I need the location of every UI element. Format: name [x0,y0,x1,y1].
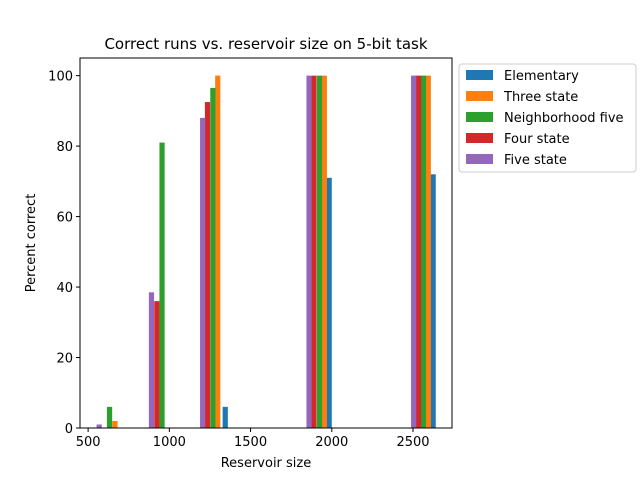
y-tick-label: 20 [56,352,73,367]
y-tick-label: 0 [65,422,73,437]
bar-four-state-1235 [204,102,211,429]
y-tick-label: 100 [48,70,73,85]
y-tick-label: 60 [56,211,73,226]
x-tick-label: 2000 [315,435,348,450]
bar-neighborhood-five-955 [159,142,165,428]
x-tick-label: 1000 [153,435,186,450]
x-axis-ticks: 500 1000 1500 2000 2500 [76,428,430,450]
bar-five-state-2504 [411,75,417,429]
x-tick-label: 500 [76,435,101,450]
y-axis-ticks: 0 20 40 60 80 100 [48,70,80,437]
plot-frame [79,57,453,429]
bar-elementary-1984 [326,177,332,428]
bar-four-state-2534 [415,75,422,429]
legend-label: Five state [504,153,567,168]
legend-label: Four state [504,132,570,147]
bar-three-state-2594 [425,75,431,429]
bar-four-state-1890 [311,75,317,429]
legend-swatch-neighborhood-five [466,112,493,122]
bar-neighborhood-five-1268 [210,87,216,428]
legend-swatch-four-state [466,133,493,143]
bar-four-state-923 [154,301,160,428]
legend-frame [458,63,637,173]
legend-swatch-five-state [466,154,493,164]
legend-label: Neighborhood five [504,111,624,126]
bar-three-state-1298 [215,75,221,429]
bar-five-state-1860 [306,75,312,429]
legend-swatch-elementary [466,70,493,80]
y-axis-label: Percent correct [24,194,39,293]
legend-swatch-three-state [466,91,493,101]
bar-three-state-1954 [321,75,327,429]
chart-title: Correct runs vs. reservoir size on 5-bit… [104,35,427,53]
x-axis-label: Reservoir size [221,456,312,471]
legend-label: Three state [503,90,578,105]
legend-label: Elementary [504,69,579,84]
bar-five-state-1205 [200,117,206,429]
bar-neighborhood-five-2564 [420,75,427,429]
y-tick-label: 40 [56,281,73,296]
bar-five-state-890 [148,292,155,428]
bar-neighborhood-five-1924 [316,75,323,429]
y-tick-label: 80 [56,140,73,155]
bar-five-state-568 [96,424,102,428]
legend: Elementary Three state Neighborhood five Fo… [458,63,637,173]
bars-layer [96,75,436,429]
bar-elementary-1344 [222,406,228,428]
x-tick-label: 2500 [396,435,429,450]
x-tick-label: 1500 [234,435,267,450]
bar-three-state-665 [112,420,118,428]
bar-elementary-2624 [430,174,436,428]
bar-neighborhood-five-632 [106,406,113,428]
